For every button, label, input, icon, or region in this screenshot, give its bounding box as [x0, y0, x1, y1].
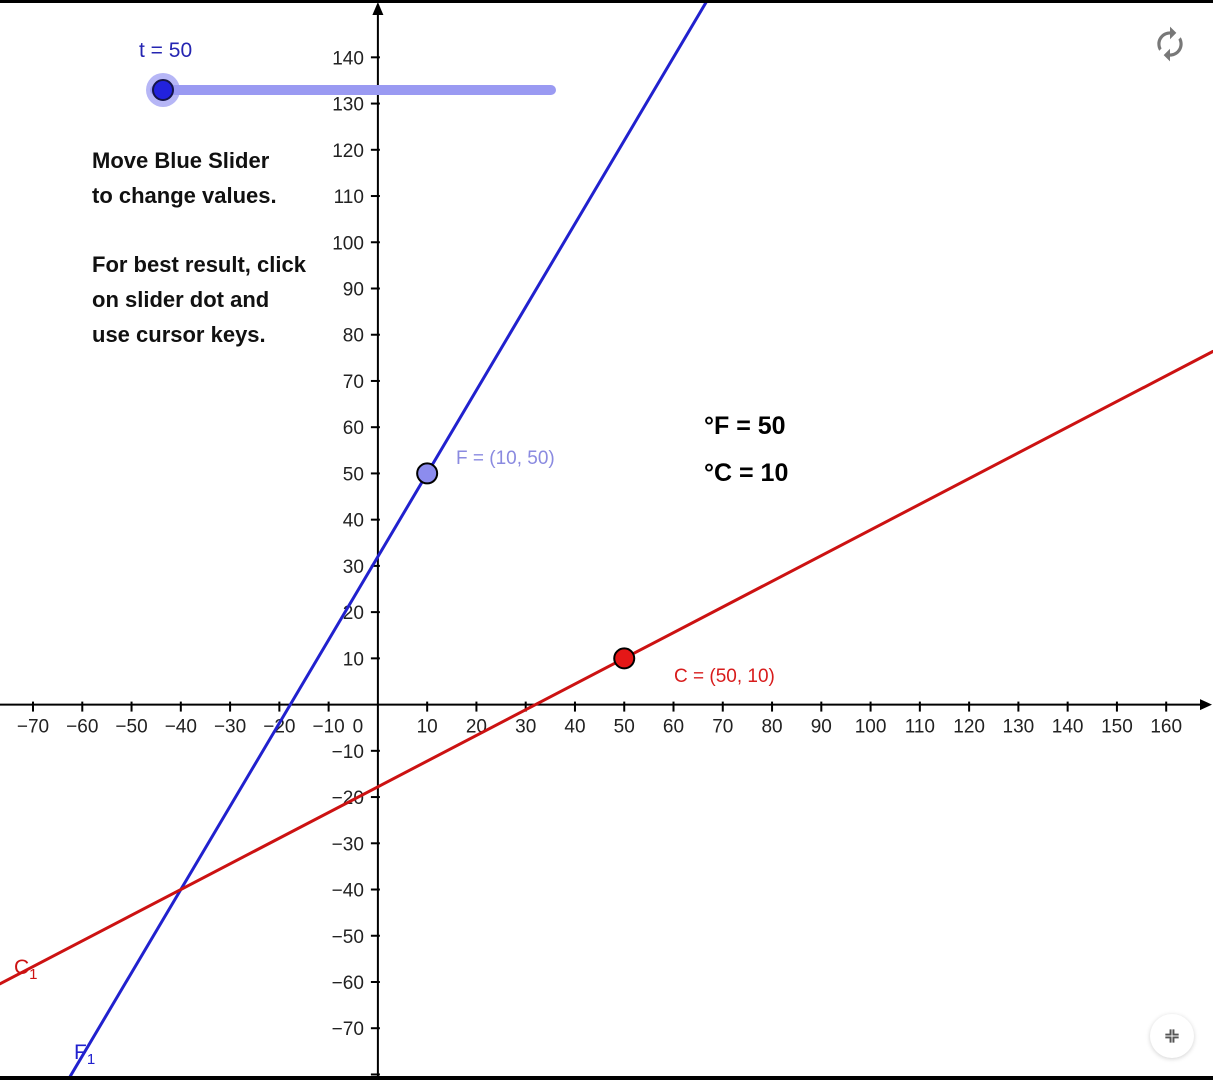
- x-axis-tick-label: 90: [811, 717, 832, 738]
- y-axis-tick-label: −50: [332, 927, 364, 948]
- y-axis-tick-label: 120: [332, 141, 364, 162]
- y-axis-tick-label: 60: [343, 418, 364, 439]
- y-axis-tick-label: −60: [332, 973, 364, 994]
- y-axis-tick-label: 10: [343, 649, 364, 670]
- x-axis-tick-label: 40: [564, 717, 585, 738]
- y-axis-tick-label: −40: [332, 881, 364, 902]
- y-axis-tick-label: 100: [332, 233, 364, 254]
- fahrenheit-line-label: F1: [74, 1041, 95, 1068]
- instruction-line: to change values.: [92, 183, 277, 208]
- line-label-subscript: 1: [86, 1051, 96, 1069]
- x-axis-tick-label: −20: [263, 717, 295, 738]
- x-axis-tick-label: −10: [313, 717, 345, 738]
- fahrenheit-point[interactable]: [416, 462, 439, 485]
- x-axis-tick-label: 160: [1150, 717, 1182, 738]
- x-axis-tick-label: 100: [855, 717, 887, 738]
- fullscreen-icon: [1165, 1029, 1179, 1043]
- x-axis-tick-label: 80: [761, 717, 782, 738]
- y-axis-tick-label: 30: [343, 557, 364, 578]
- bottom-border: [0, 1076, 1213, 1080]
- celsius-line[interactable]: [0, 349, 1213, 986]
- instruction-line: For best result, click: [92, 252, 306, 277]
- y-axis-tick-label: 50: [343, 464, 364, 485]
- x-axis-tick-label: 0: [353, 717, 364, 738]
- celsius-line-label: C1: [14, 956, 38, 983]
- x-axis-tick-label: 120: [953, 717, 985, 738]
- y-axis-tick-label: −70: [332, 1019, 364, 1040]
- instruction-block-1: Move Blue Slider to change values.: [92, 143, 277, 213]
- celsius-readout: °C = 10: [704, 459, 789, 487]
- y-axis-tick-label: 140: [332, 48, 364, 69]
- fullscreen-button[interactable]: [1150, 1014, 1194, 1058]
- x-axis-tick-label: 10: [417, 717, 438, 738]
- reset-button[interactable]: [1150, 24, 1190, 64]
- x-axis-tick-label: 130: [1003, 717, 1035, 738]
- x-axis-tick-label: 140: [1052, 717, 1084, 738]
- x-axis-tick-label: 60: [663, 717, 684, 738]
- x-axis-tick-label: −70: [17, 717, 49, 738]
- x-axis-tick-label: 50: [614, 717, 635, 738]
- y-axis-tick-label: 20: [343, 603, 364, 624]
- fahrenheit-point-label: F = (10, 50): [456, 448, 555, 469]
- y-axis-tick-label: 110: [334, 187, 364, 208]
- y-axis-tick-label: 80: [343, 326, 364, 347]
- y-axis-tick-label: −30: [332, 834, 364, 855]
- x-axis-tick-label: 70: [712, 717, 733, 738]
- x-axis-tick-label: 30: [515, 717, 536, 738]
- y-axis-tick-label: 40: [343, 511, 364, 532]
- y-axis-tick-label: 70: [343, 372, 364, 393]
- line-label-letter: C: [14, 956, 30, 979]
- top-border: [0, 0, 1213, 3]
- slider-track[interactable]: [150, 85, 556, 95]
- refresh-icon: [1157, 26, 1183, 62]
- y-axis-tick-label: −20: [332, 788, 364, 809]
- x-axis-tick-label: 110: [905, 717, 935, 738]
- instruction-line: use cursor keys.: [92, 322, 266, 347]
- x-axis-tick-label: 150: [1101, 717, 1133, 738]
- y-axis-tick-label: 130: [332, 95, 364, 116]
- slider-value-label[interactable]: t = 50: [139, 39, 193, 62]
- x-axis-tick-label: −40: [165, 717, 197, 738]
- y-axis-tick-label: −10: [332, 742, 364, 763]
- y-axis-tick-label: 90: [343, 279, 364, 300]
- y-axis-arrow: [372, 2, 384, 15]
- celsius-point-label: C = (50, 10): [674, 666, 775, 687]
- line-label-letter: F: [74, 1041, 87, 1064]
- celsius-point[interactable]: [613, 647, 636, 670]
- x-axis-tick-label: −30: [214, 717, 246, 738]
- line-label-subscript: 1: [29, 966, 38, 984]
- instruction-line: on slider dot and: [92, 287, 270, 312]
- instruction-line: Move Blue Slider: [92, 148, 270, 173]
- x-axis-tick-label: −60: [66, 717, 98, 738]
- x-axis-arrow: [1200, 699, 1212, 711]
- instruction-block-2: For best result, click on slider dot and…: [92, 247, 306, 352]
- slider-handle[interactable]: [152, 79, 174, 101]
- x-axis-tick-label: −50: [115, 717, 147, 738]
- fahrenheit-readout: °F = 50: [704, 412, 786, 440]
